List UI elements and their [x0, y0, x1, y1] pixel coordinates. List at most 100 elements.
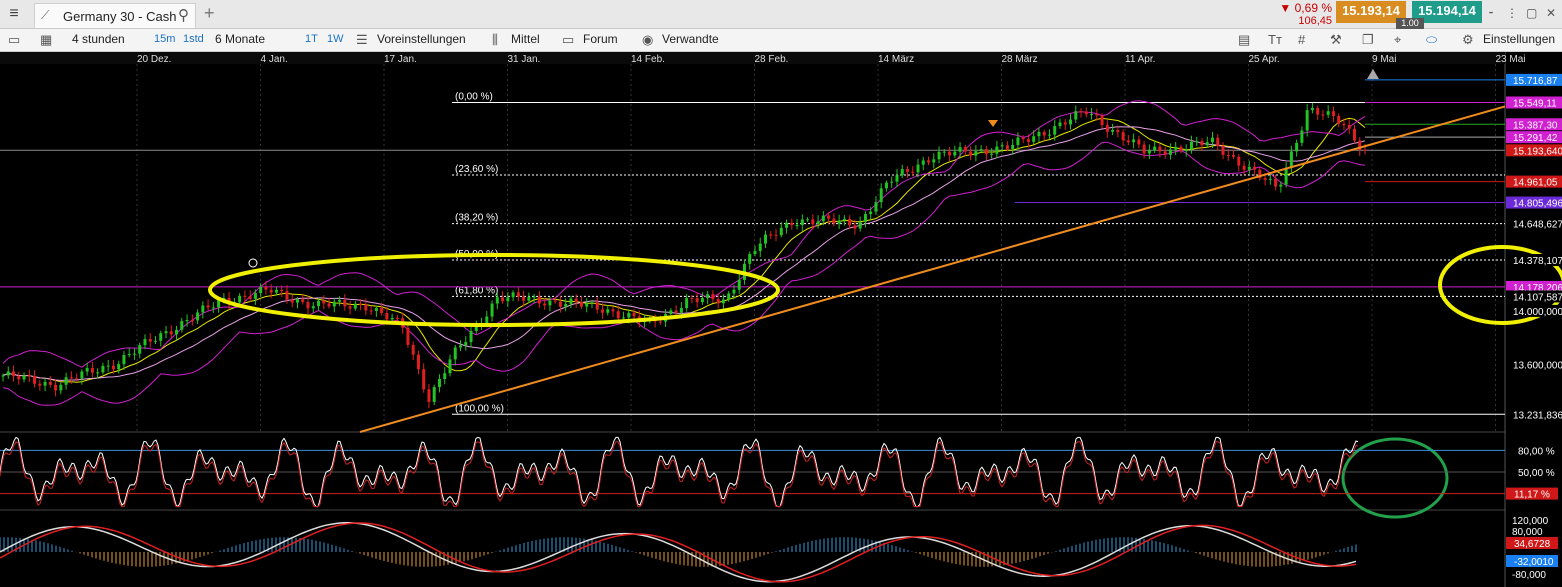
crosshair-icon[interactable]: ⌖	[1394, 32, 1402, 47]
x-tick-label: 14 März	[878, 54, 914, 65]
menu-icon[interactable]: ≡	[9, 5, 19, 22]
signal-marker	[988, 120, 998, 127]
candle-body	[437, 378, 441, 388]
x-tick-label: 11 Apr.	[1125, 54, 1155, 65]
candle-body	[1195, 141, 1199, 143]
candle-body	[769, 234, 773, 236]
signal-marker	[1367, 69, 1379, 79]
candle-body	[1058, 122, 1062, 127]
bollinger-upper	[2, 100, 1366, 368]
candle-body	[453, 347, 457, 360]
candle-body	[595, 302, 599, 310]
settings-button[interactable]: Einstellungen	[1483, 32, 1556, 46]
candle-body	[185, 320, 189, 322]
candle-body	[390, 317, 394, 320]
stochastic-value-label: 11,17 %	[1514, 490, 1550, 501]
search-icon[interactable]: ⚲	[178, 7, 189, 24]
price-chart[interactable]: 20 Dez. 4 Jan. 17 Jan. 31 Jan. 14 Feb. 28 Feb…	[0, 52, 1562, 587]
candle-body	[627, 312, 631, 318]
candle-body	[1352, 128, 1356, 141]
candle-body	[1237, 156, 1241, 166]
candle-body	[427, 389, 431, 402]
candles-icon: ⫼	[492, 32, 498, 47]
candle-body	[1174, 146, 1178, 150]
candle-body	[317, 300, 321, 307]
candle-body	[364, 304, 368, 311]
presets-button[interactable]: Voreinstellungen	[377, 32, 466, 46]
candle-body	[737, 280, 741, 290]
copy-icon[interactable]: ❐	[1362, 32, 1374, 47]
candle-body	[974, 151, 978, 156]
candle-body	[490, 303, 494, 317]
document-icon[interactable]: ▤	[1238, 32, 1251, 47]
window-icon[interactable]: ▭	[8, 32, 21, 47]
candle-body	[1337, 115, 1341, 124]
candle-body	[1147, 150, 1151, 154]
candle-body	[506, 297, 510, 302]
candle-body	[1137, 139, 1141, 145]
gear-icon[interactable]: ⚙	[1462, 32, 1474, 47]
price-label: 14.805,496	[1513, 199, 1562, 210]
price-label-box	[1506, 254, 1562, 267]
minimize-icon[interactable]: ⁃	[1488, 6, 1494, 20]
x-tick-label: 31 Jan.	[508, 54, 541, 65]
annotation-ellipse	[208, 253, 780, 327]
candle-body	[96, 372, 100, 374]
range-1t-button[interactable]: 1T	[305, 33, 318, 45]
candle-body	[322, 300, 326, 304]
grid-icon[interactable]: #	[1298, 32, 1306, 47]
candle-body	[858, 222, 862, 229]
interval-select[interactable]: 4 stunden	[72, 32, 125, 46]
candle-body	[1321, 114, 1325, 116]
candle-body	[1284, 167, 1288, 185]
candle-body	[285, 291, 289, 300]
text-tool-icon[interactable]: Tт	[1268, 32, 1282, 47]
candle-body	[1168, 149, 1172, 155]
candle-body	[522, 296, 526, 301]
candle-body	[721, 299, 725, 304]
instrument-title: Germany 30 - Cash	[63, 9, 177, 24]
related-button[interactable]: Verwandte	[662, 32, 719, 46]
candle-body	[269, 289, 273, 293]
forum-button[interactable]: Forum	[583, 32, 618, 46]
candle-body	[1126, 140, 1130, 143]
candle-body	[969, 151, 973, 156]
instrument-tab[interactable]: ⟋ Germany 30 - Cash ⚲	[34, 3, 196, 28]
layout-grid-icon[interactable]: ▦	[40, 32, 53, 47]
more-icon[interactable]: ⋮	[1506, 6, 1518, 20]
price-label: 15.716,87	[1513, 76, 1558, 87]
fib-label: (61,80 %)	[455, 285, 498, 296]
candle-body	[553, 300, 557, 302]
close-icon[interactable]: ✕	[1546, 6, 1557, 20]
date-axis	[0, 52, 1505, 64]
candle-body	[1216, 137, 1220, 147]
candle-body	[253, 293, 257, 299]
ask-price-button[interactable]: 15.194,14	[1412, 1, 1482, 23]
interval-1std-button[interactable]: 1std	[183, 33, 204, 45]
label-tag-icon[interactable]: ⬭	[1426, 32, 1438, 47]
candle-body	[685, 298, 689, 309]
bid-price-button[interactable]: 15.193,14	[1336, 1, 1406, 23]
range-1w-button[interactable]: 1W	[327, 33, 344, 45]
price-label: 14.648,627	[1513, 220, 1562, 231]
average-button[interactable]: Mittel	[511, 32, 540, 46]
interval-15m-button[interactable]: 15m	[154, 33, 176, 45]
candle-body	[1032, 136, 1036, 142]
maximize-icon[interactable]: ▢	[1526, 6, 1538, 20]
plus-icon[interactable]: +	[204, 3, 215, 23]
price-label-box	[1506, 144, 1562, 157]
drawing-tools-icon[interactable]: ⚒	[1330, 32, 1342, 47]
candle-body	[411, 344, 415, 355]
range-select[interactable]: 6 Monate	[215, 32, 266, 46]
candle-body	[101, 365, 105, 373]
candle-body	[658, 321, 662, 323]
candle-body	[564, 303, 568, 307]
price-label-box	[1506, 358, 1562, 371]
candle-body	[1358, 140, 1362, 150]
candle-body	[948, 151, 952, 156]
candle-body	[937, 151, 941, 160]
candle-body	[1153, 146, 1157, 151]
candle-body	[1342, 123, 1346, 126]
candle-body	[774, 234, 778, 236]
candle-body	[353, 303, 357, 309]
